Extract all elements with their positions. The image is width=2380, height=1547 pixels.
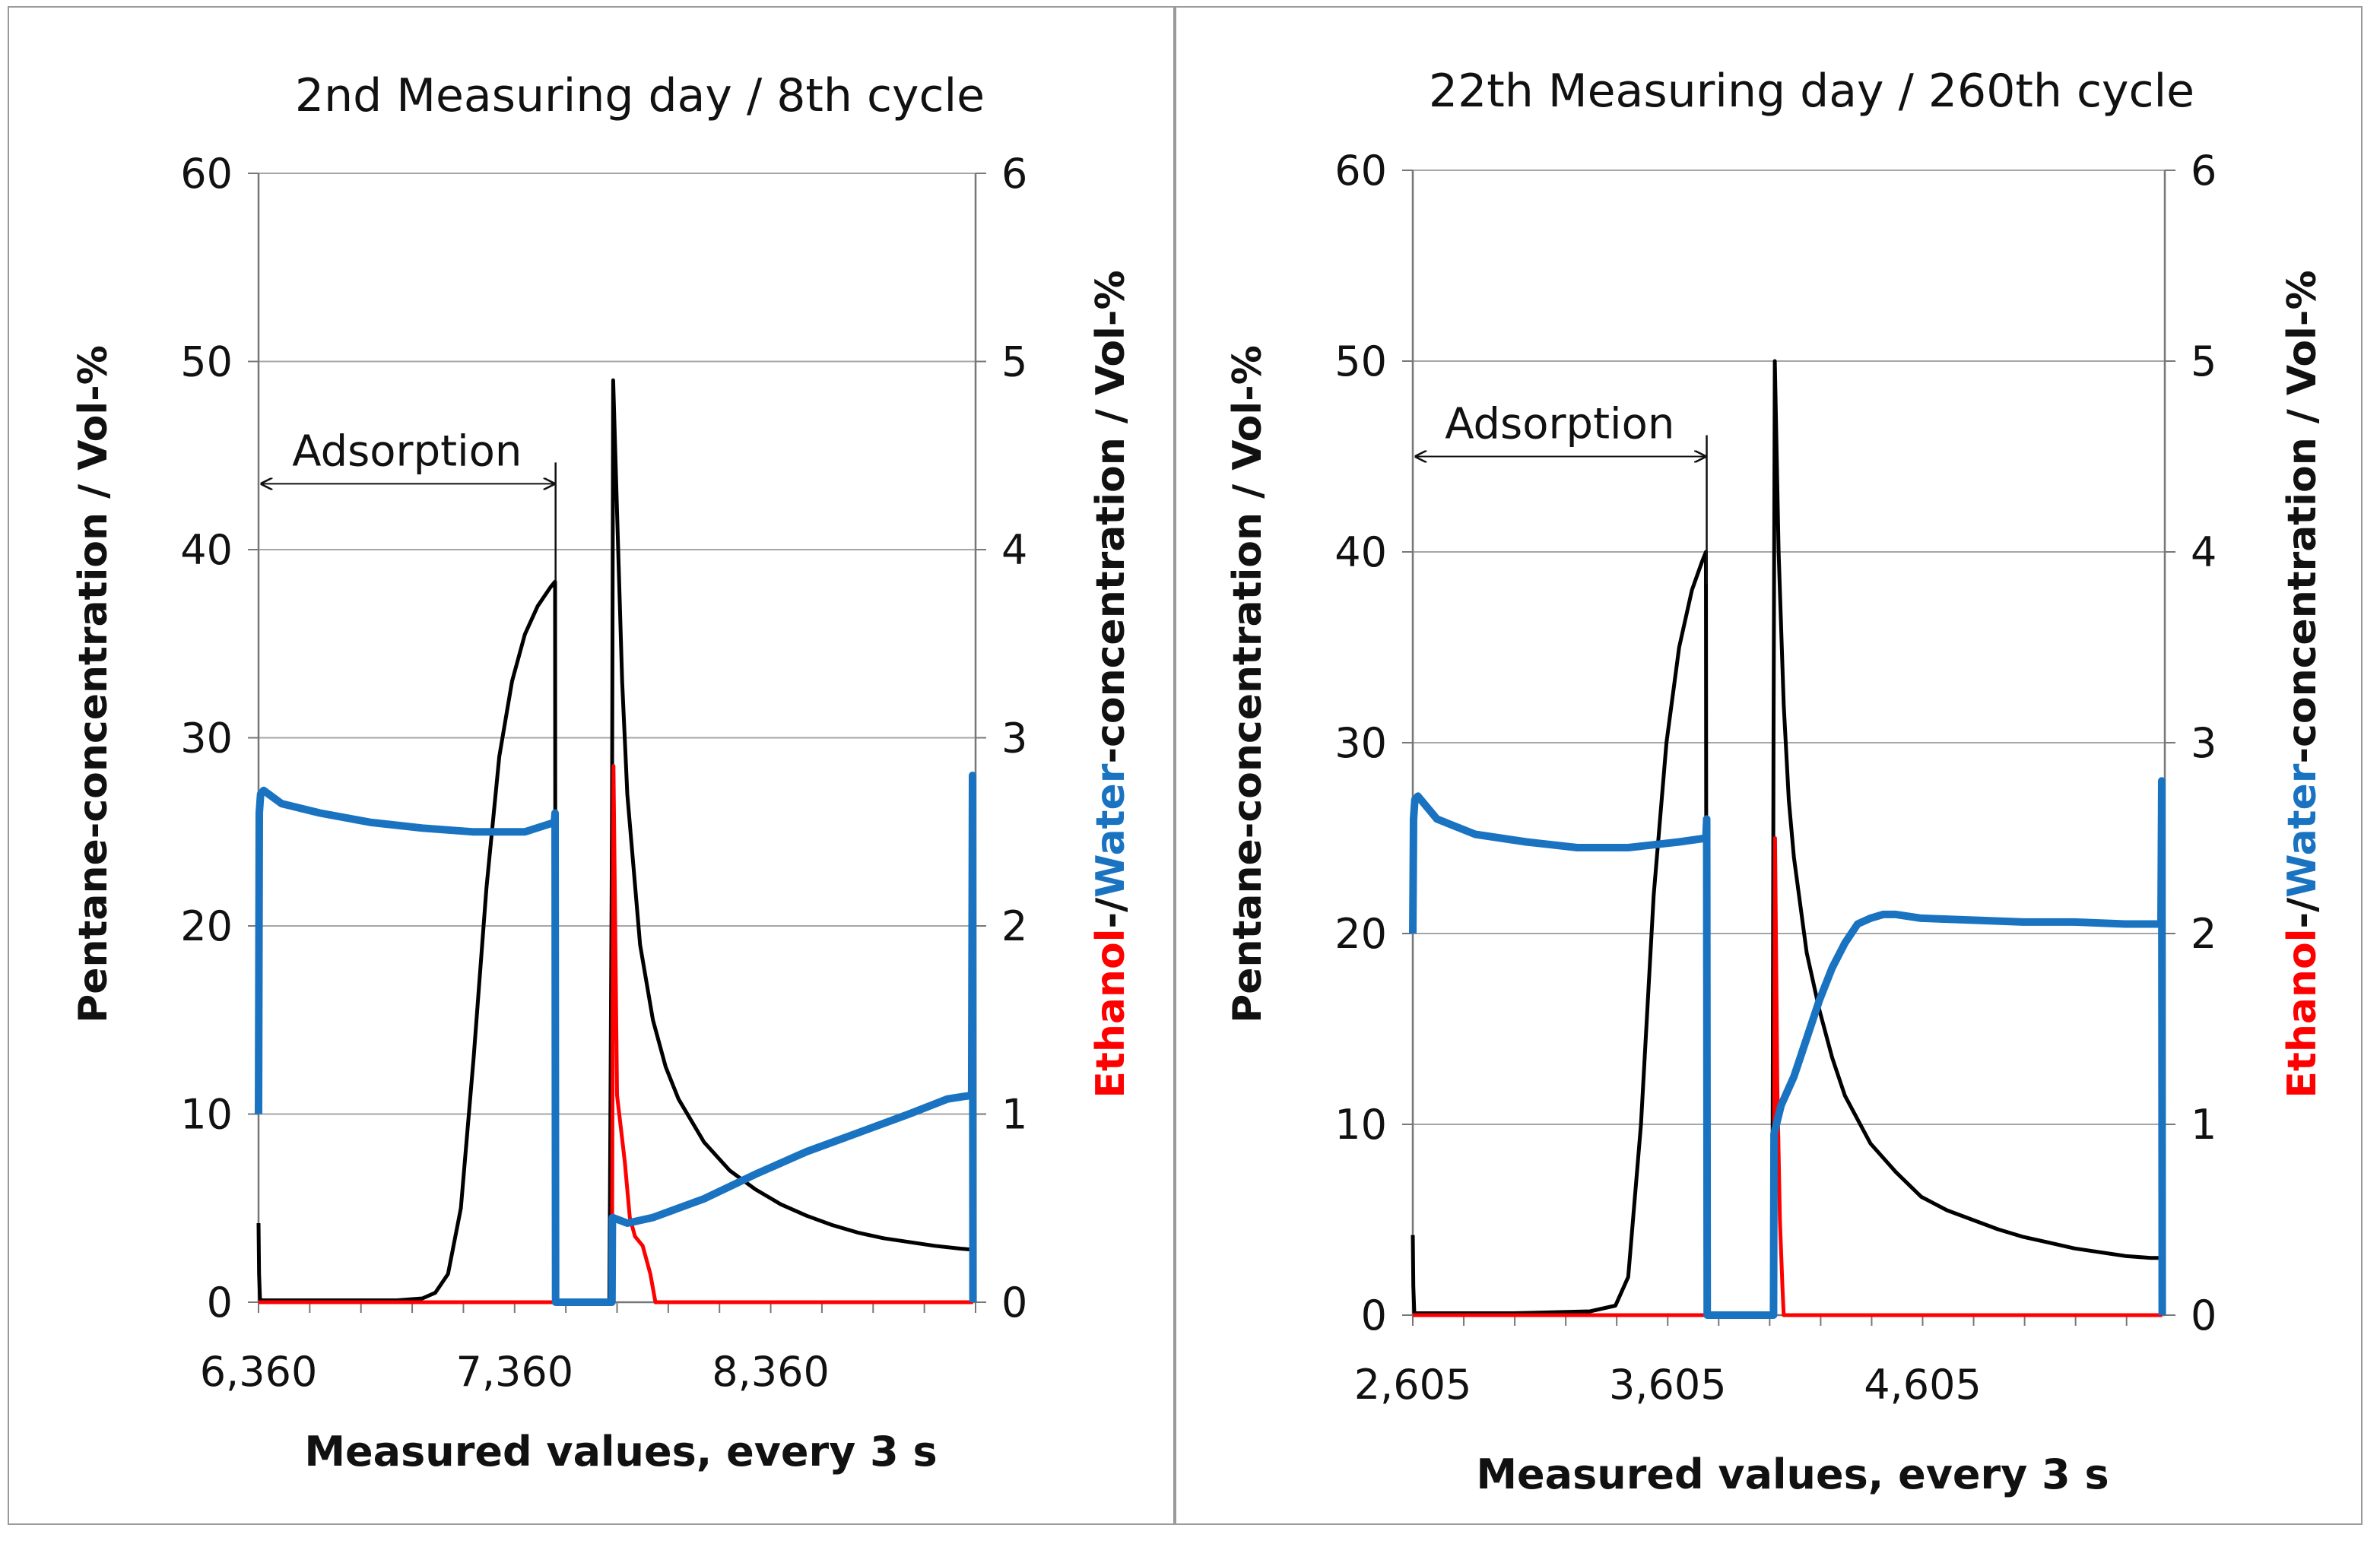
chart2-left-tick-label: 40: [1334, 528, 1387, 576]
chart1-x-tick-label: 7,360: [455, 1348, 573, 1396]
chart1-adsorption-label: Adsorption: [292, 426, 522, 476]
chart2-left-tick-label: 0: [1361, 1292, 1387, 1339]
chart2-right-tick-label: 4: [2191, 528, 2217, 576]
left-chart-panel: [8, 6, 1175, 1525]
chart1-left-tick-label: 60: [180, 150, 233, 198]
chart1-y-axis-label-right-rest: -concentration / Vol-%: [1088, 270, 1134, 763]
chart1-left-tick-label: 0: [207, 1279, 233, 1327]
chart2-title: 22th Measuring day / 260th cycle: [1429, 65, 2194, 118]
chart2-y-axis-label-right-water: Water: [2280, 763, 2325, 898]
chart2-left-tick-label: 10: [1334, 1101, 1387, 1149]
chart2-right-tick-label: 3: [2191, 719, 2217, 767]
chart1-series-pentane-line: [256, 378, 976, 1304]
chart2-series-pentane-line: [1411, 359, 2165, 1317]
chart1-right-tick-label: 2: [1001, 902, 1027, 950]
chart1-right-tick-label: 5: [1001, 338, 1027, 386]
chart2-right-tick-label: 6: [2191, 147, 2217, 195]
chart2-right-tick-label: 1: [2191, 1101, 2217, 1149]
chart1-y-axis-label-right-ethanol: Ethanol: [1088, 929, 1134, 1098]
chart2-left-tick-label: 30: [1334, 719, 1387, 767]
chart2-x-tick-label: 3,605: [1609, 1361, 1727, 1409]
chart1-left-tick-label: 10: [180, 1091, 233, 1139]
chart2-left-tick-label: 60: [1334, 147, 1387, 195]
chart1-right-tick-label: 0: [1001, 1279, 1027, 1327]
chart2-right-tick-label: 5: [2191, 338, 2217, 385]
chart2-y-axis-label-left: Pentane-concentration / Vol-%: [1225, 345, 1271, 1023]
chart1-left-tick-label: 20: [180, 902, 233, 950]
chart2-series-water-line: [1409, 777, 2166, 1319]
chart2-right-tick-label: 0: [2191, 1292, 2217, 1339]
chart2-left-tick-label: 50: [1334, 338, 1387, 385]
chart2-adsorption-label: Adsorption: [1445, 400, 1674, 449]
chart1-y-axis-label-right-water: Water: [1088, 763, 1134, 898]
chart1-y-axis-label-left: Pentane-concentration / Vol-%: [71, 345, 116, 1023]
chart1-right-tick-label: 6: [1001, 150, 1027, 198]
chart1-y-axis-label-right: Ethanol-/Water-concentration / Vol-%: [1088, 270, 1134, 1098]
chart2-y-axis-label-right-sep: -/: [2280, 898, 2325, 929]
chart2-x-tick-label: 2,605: [1354, 1361, 1472, 1409]
chart1-right-tick-label: 4: [1001, 526, 1027, 574]
chart2-y-axis-label-right-rest: -concentration / Vol-%: [2280, 270, 2325, 763]
chart1-left-tick-label: 50: [180, 338, 233, 386]
chart2-right-tick-label: 2: [2191, 910, 2217, 958]
chart1-right-tick-label: 1: [1001, 1091, 1027, 1139]
chart1-x-tick-label: 8,360: [712, 1348, 830, 1396]
chart1-left-tick-label: 30: [180, 715, 233, 762]
chart1-x-axis-label: Measured values, every 3 s: [304, 1428, 937, 1476]
chart2-x-axis-label: Measured values, every 3 s: [1476, 1450, 2109, 1498]
chart1-title: 2nd Measuring day / 8th cycle: [295, 69, 985, 122]
chart2-left-tick-label: 20: [1334, 910, 1387, 958]
chart2-y-axis-label-right-ethanol: Ethanol: [2280, 929, 2325, 1098]
chart1-right-tick-label: 3: [1001, 715, 1027, 762]
chart2-x-tick-label: 4,605: [1864, 1361, 1982, 1409]
chart1-series-ethanol-line: [259, 764, 973, 1304]
chart1-left-tick-label: 40: [180, 526, 233, 574]
chart1-x-tick-label: 6,360: [200, 1348, 318, 1396]
chart1-y-axis-label-right-sep: -/: [1088, 898, 1134, 929]
chart2-y-axis-label-right: Ethanol-/Water-concentration / Vol-%: [2280, 270, 2325, 1098]
chart1-series-water-line: [255, 772, 977, 1306]
